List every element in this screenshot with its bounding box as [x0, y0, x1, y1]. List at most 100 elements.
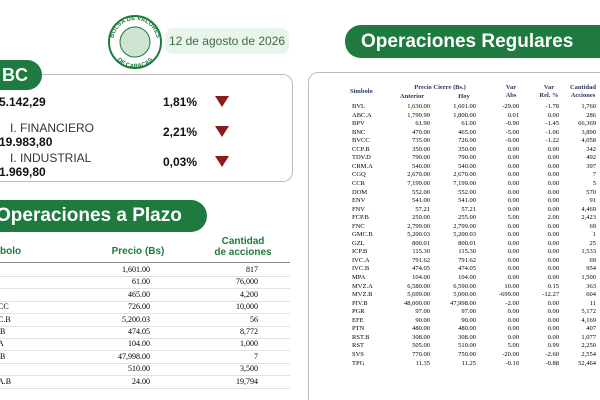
- cell-value: 791.62: [458, 256, 476, 264]
- cell-value: 7: [592, 171, 596, 179]
- cell-symbol: MPA: [352, 274, 366, 281]
- cell-symbol: BNC: [352, 128, 366, 136]
- cell-symbol: .B: [0, 327, 6, 336]
- cell-value: 540.00: [412, 162, 430, 170]
- cell-symbol: PTN: [352, 325, 365, 333]
- cell-value: 0.00: [547, 154, 559, 162]
- cell-value: 800.01: [412, 239, 430, 247]
- cell-value: 52,464: [578, 359, 596, 367]
- cell-symbol: A.B: [0, 376, 12, 386]
- cell-value: 69: [589, 256, 597, 264]
- cell-value: 104.00: [412, 274, 430, 281]
- cell-symbol: BVL: [352, 103, 365, 110]
- cell-value: 1,500: [581, 274, 596, 281]
- cell-value: 480.00: [458, 325, 476, 333]
- cell-price: 510.00: [128, 364, 150, 374]
- cell-value: 0.00: [547, 188, 559, 196]
- row-line: [0, 362, 290, 364]
- cell-value: 541.00: [458, 197, 476, 205]
- cell-value: 750.00: [458, 350, 476, 358]
- cell-qty: 8,772: [240, 327, 258, 336]
- cell-value: 7,199.00: [407, 179, 430, 187]
- down-arrow: [215, 96, 229, 107]
- cell-value: 0.00: [507, 188, 519, 196]
- cell-value: 57.21: [415, 205, 430, 213]
- date: 12 de agosto de 2026: [165, 28, 289, 54]
- header-price: Precio Cierre (Bs.): [414, 84, 466, 91]
- header-today: Hoy: [458, 93, 470, 100]
- index-name: I. FINANCIERO: [10, 121, 95, 135]
- cell-value: 61.90: [415, 120, 430, 128]
- cell-symbol: CCP.B: [352, 145, 370, 153]
- cell-value: 0.00: [507, 333, 519, 341]
- cell-value: 61.00: [461, 120, 476, 128]
- cell-value: 0.00: [507, 239, 519, 247]
- cell-value: 25: [589, 239, 597, 247]
- cell-value: 6,590.00: [453, 282, 476, 290]
- cell-value: 2,799.00: [407, 222, 430, 230]
- cell-value: 465.00: [458, 128, 476, 136]
- cell-value: 0.00: [507, 222, 519, 230]
- header-qty: Cantidad: [569, 84, 596, 91]
- cell-value: 1,760: [581, 103, 596, 110]
- cell-value: 480.00: [412, 325, 430, 333]
- row-line: [0, 325, 290, 327]
- cell-price: 47,998.00: [118, 351, 150, 361]
- row-line: [0, 313, 290, 315]
- cell-value: 0.00: [547, 248, 559, 256]
- header-symbol: bolo: [0, 246, 22, 257]
- cell-value: 0.01: [507, 111, 519, 119]
- cell-symbol: FCP.B: [352, 214, 369, 222]
- cell-price: 726.00: [128, 302, 150, 312]
- cell-value: 350.00: [458, 145, 476, 153]
- cell-symbol: DOM: [352, 188, 368, 196]
- down-arrow: [215, 126, 229, 137]
- cell-value: 0.00: [507, 205, 519, 213]
- cell-value: -1.06: [545, 128, 559, 136]
- cell-symbol: GMC.B: [352, 231, 373, 239]
- cell-value: 11.25: [461, 359, 476, 367]
- down-arrow: [215, 156, 229, 167]
- row-line: [0, 387, 290, 389]
- cell-value: 0.00: [507, 162, 519, 170]
- cell-value: 1,799.99: [407, 111, 430, 119]
- cell-value: 2,423: [581, 214, 596, 222]
- cell-symbol: .B: [0, 351, 6, 361]
- header-qty: Cantidad: [221, 236, 265, 247]
- cell-value: 4,058: [581, 137, 596, 145]
- row-line: [0, 375, 290, 377]
- cell-symbol: GZL: [352, 239, 365, 247]
- cell-value: 1,601.00: [453, 103, 476, 110]
- cell-value: 66,369: [578, 120, 596, 128]
- cell-value: 90.00: [415, 316, 430, 324]
- cell-value: 0.00: [507, 197, 519, 205]
- indices-title-text: BC: [2, 65, 28, 85]
- cell-qty: 817: [246, 265, 258, 274]
- cell-value: 0.00: [547, 316, 559, 324]
- row-line: [0, 288, 290, 290]
- cell-value: 0.00: [547, 325, 559, 333]
- cell-symbol: FNC: [352, 222, 365, 230]
- cell-value: -9.00: [505, 137, 519, 145]
- cell-value: 1,533: [581, 248, 596, 256]
- cell-value: -12.27: [542, 291, 559, 299]
- cell-value: 0.00: [507, 154, 519, 162]
- cell-symbol: MVZ.B: [352, 291, 373, 299]
- separator: [0, 262, 290, 263]
- cell-value: 2,670.00: [453, 171, 476, 179]
- header-prev: Anterior: [399, 93, 425, 100]
- cell-value: 0.00: [547, 145, 559, 153]
- cell-value: 0.00: [507, 145, 519, 153]
- cell-value: 474.05: [412, 265, 430, 273]
- index-change: 0,03%: [163, 155, 198, 169]
- cell-value: 570: [586, 188, 596, 196]
- cell-symbol: PIV.B: [352, 299, 368, 307]
- cell-value: 552.00: [458, 188, 476, 196]
- cell-value: 350.00: [412, 145, 430, 153]
- cell-value: 2,670.00: [407, 171, 430, 179]
- cell-value: 0.00: [507, 256, 519, 264]
- cell-value: 115.30: [412, 248, 430, 256]
- cell-value: 735.00: [412, 137, 430, 145]
- cell-value: 48,000.00: [404, 299, 430, 307]
- cell-value: 104.00: [458, 274, 476, 281]
